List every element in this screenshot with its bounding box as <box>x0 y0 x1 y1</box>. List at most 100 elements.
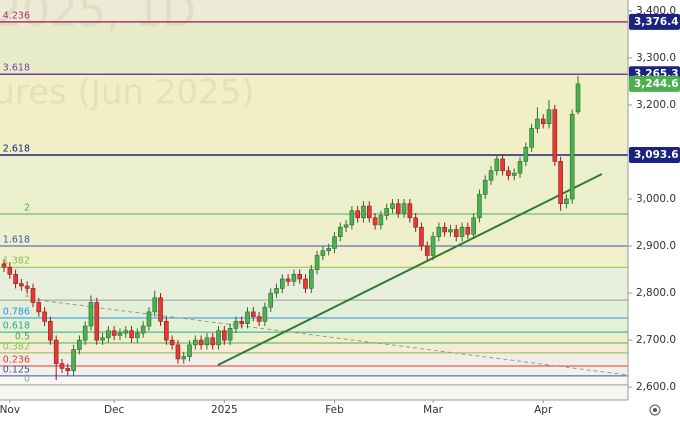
candle-body <box>175 344 181 360</box>
y-tick-label: 3,200.0 <box>636 99 676 111</box>
candle-body <box>506 170 511 176</box>
candle-body <box>355 210 360 219</box>
candle-body <box>53 339 59 364</box>
candle-body <box>529 128 534 148</box>
settings-icon-dot[interactable] <box>653 408 657 412</box>
candle-body <box>181 356 187 360</box>
price-badge <box>629 75 680 92</box>
candle-body <box>239 321 245 324</box>
x-tick-label: Nov <box>0 404 20 416</box>
candle-body <box>459 226 465 237</box>
candle-body <box>268 292 274 308</box>
price-badge-label: 3,093.6 <box>634 149 679 161</box>
band <box>0 366 628 376</box>
candle-body <box>546 109 552 125</box>
candle-body <box>523 146 529 162</box>
candle-body <box>314 255 320 270</box>
fib-level-label: 0.382 <box>3 341 30 352</box>
band <box>0 214 628 247</box>
candle-body <box>222 330 227 341</box>
candle-body <box>7 266 13 275</box>
x-tick-label: Feb <box>325 404 344 416</box>
band <box>0 332 628 343</box>
candle-body <box>227 328 233 341</box>
y-tick-label: 3,400.0 <box>636 5 676 17</box>
candle-body <box>216 330 221 346</box>
x-tick-label: Apr <box>534 404 553 416</box>
candle-body <box>146 311 152 327</box>
price-badge-label: 3,376.4 <box>634 16 679 28</box>
candle-body <box>158 297 163 322</box>
price-badge <box>629 146 680 163</box>
candle-body <box>13 273 18 284</box>
band <box>0 21 628 75</box>
candle-body <box>106 330 111 339</box>
candle-body <box>471 217 476 235</box>
candle-body <box>262 306 268 322</box>
candle-body <box>19 283 24 287</box>
candle-body <box>436 226 442 237</box>
candle-body <box>140 325 146 334</box>
settings-icon[interactable] <box>649 404 661 416</box>
candle-body <box>401 203 407 214</box>
fib-level-label: 0.5 <box>15 331 30 342</box>
candle-body <box>326 248 331 252</box>
candle-body <box>36 302 42 313</box>
y-tick-label: 3,300.0 <box>636 52 676 64</box>
candle-body <box>280 278 285 289</box>
candle-body <box>517 161 523 174</box>
candle-body <box>419 226 424 247</box>
candle-body <box>465 226 471 235</box>
price-badge <box>629 13 680 30</box>
candle-body <box>395 203 401 214</box>
candle-body <box>343 224 349 228</box>
candle-body <box>361 205 366 219</box>
candle-body <box>349 210 355 226</box>
fib-level-label: 0.236 <box>3 355 30 366</box>
candle-body <box>123 330 129 334</box>
candle-body <box>169 339 175 346</box>
time-axis <box>0 400 628 421</box>
band <box>0 352 628 367</box>
candle-body <box>407 203 413 219</box>
candle-body <box>372 217 378 226</box>
fib-level-label: 1.382 <box>3 256 30 267</box>
candle-body <box>251 311 256 317</box>
band <box>0 300 628 319</box>
candle-body <box>552 109 558 162</box>
candle-body <box>575 83 581 113</box>
candle-body <box>24 285 30 289</box>
candle-body <box>390 203 395 209</box>
y-tick-label: 2,800.0 <box>636 287 676 299</box>
band <box>0 246 628 268</box>
trendline-down <box>37 299 629 376</box>
candle-body <box>511 172 517 176</box>
band <box>0 154 628 215</box>
candle-body <box>48 321 53 341</box>
candle-body <box>500 158 505 172</box>
candle-body <box>59 363 65 369</box>
band <box>0 375 628 385</box>
candle-body <box>152 297 158 313</box>
x-tick-label: Mar <box>423 404 443 416</box>
candle-body <box>274 288 279 294</box>
candle-body <box>564 198 569 205</box>
fib-level-label: 1.618 <box>3 235 30 246</box>
y-tick-label: 2,900.0 <box>636 240 676 252</box>
candle-body <box>117 332 123 336</box>
candle-body <box>129 330 134 339</box>
fib-level-label: 0.125 <box>3 364 30 375</box>
candle-body <box>558 161 563 205</box>
candle-body <box>332 236 337 249</box>
candle-body <box>303 278 308 289</box>
candle-body <box>540 118 546 125</box>
candle-body <box>71 349 76 372</box>
candle-body <box>135 332 140 339</box>
candle-body <box>77 339 82 350</box>
candle-body <box>535 118 540 129</box>
y-tick-label: 2,700.0 <box>636 334 676 346</box>
fib-level-label: 0.618 <box>3 321 30 332</box>
candle-body <box>477 193 482 219</box>
candle-body <box>233 321 239 329</box>
